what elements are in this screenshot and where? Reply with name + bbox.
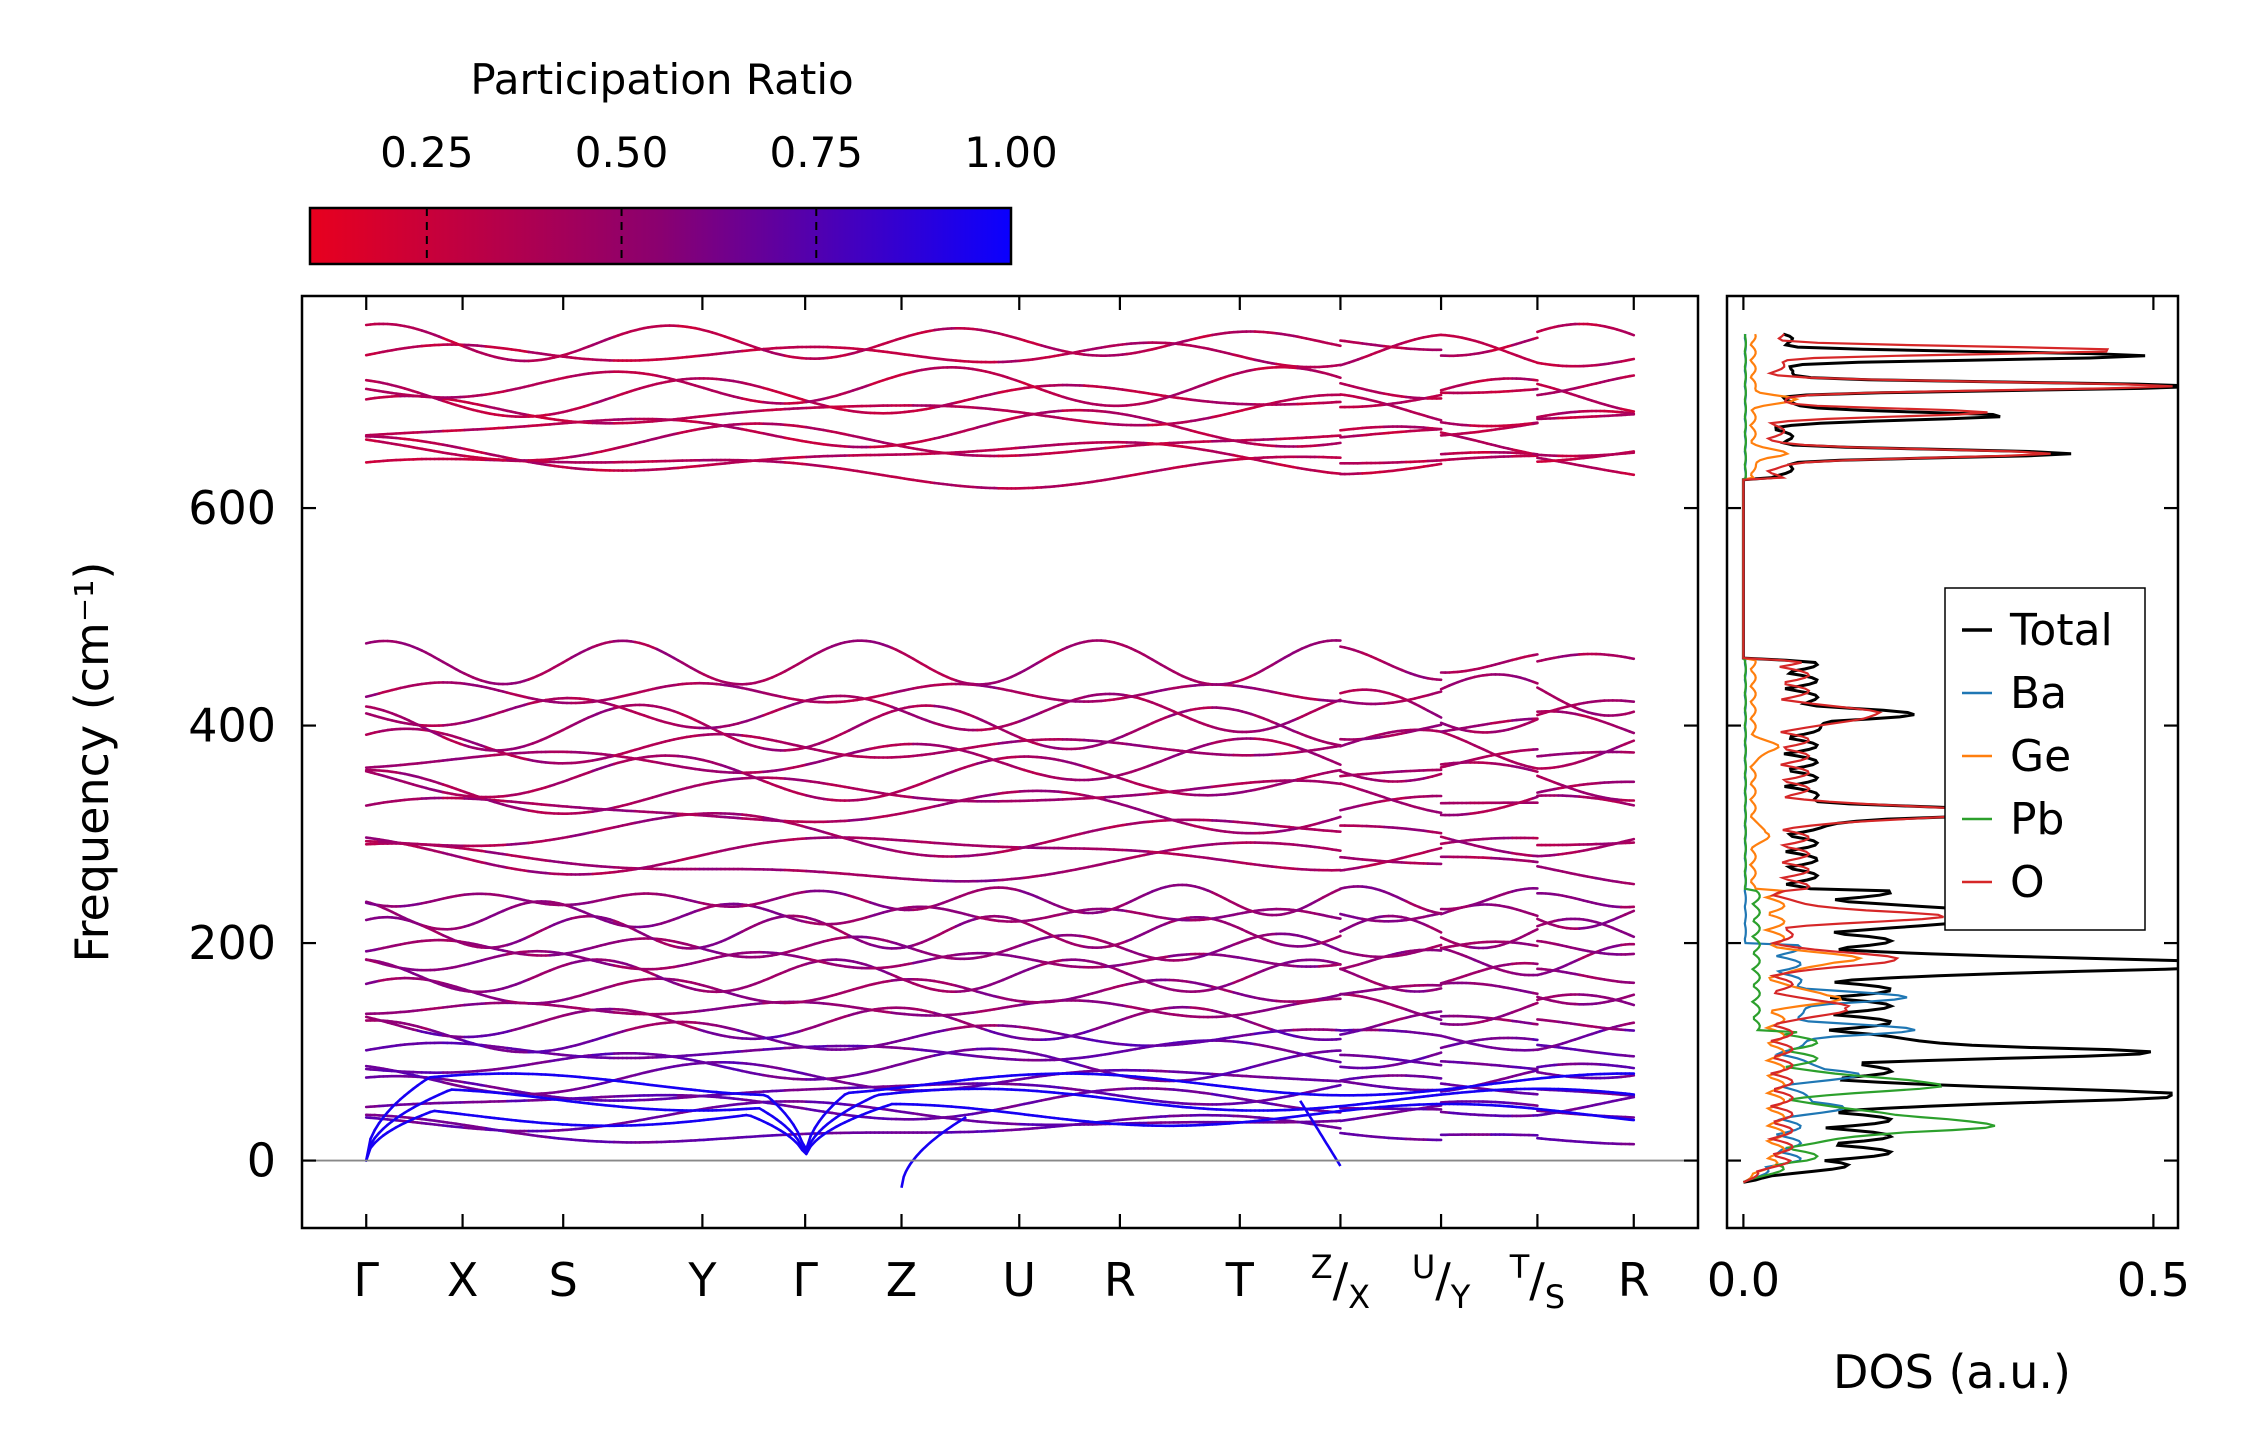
dos-tick-label: 0.0 [1707,1253,1780,1307]
colorbar-tick-labels: 0.25 0.50 0.75 1.00 [380,128,1058,177]
kpoint-label: X [447,1253,479,1307]
dos-series-ge [1742,333,1864,1184]
kpoint-label: Γ [353,1253,379,1307]
kpoint-label: Z/X [1311,1248,1370,1316]
colorbar-tick-label: 0.50 [575,128,669,177]
colorbar-label: Participation Ratio [470,55,853,104]
kpoint-label: Γ [792,1253,818,1307]
soft-mode-branch [1299,1100,1342,1167]
dos-ticks: 0.0 0.5 [1707,296,2190,1307]
colorbar-tick-label: 1.00 [964,128,1058,177]
legend-entry: O [2010,857,2045,908]
dos-lines [1741,332,2178,1184]
dos-series-pb [1742,333,1996,1184]
kpoint-ticks: Γ X S Y Γ Z U R T Z/X U/Y T/S R [353,296,1650,1316]
kpoint-label: R [1104,1253,1136,1307]
kpoint-label: Z [886,1253,918,1307]
kpoint-label: U [1002,1253,1036,1307]
kpoint-label: S [549,1253,578,1307]
dos-legend: Total Ba Ge Pb O [1944,587,2146,931]
band-structure-panel: Γ X S Y Γ Z U R T Z/X U/Y T/S R 0 200 400 600 Frequency… [65,294,2178,1316]
frequency-ticks: 0 200 400 600 [188,481,2178,1188]
frequency-tick-label: 200 [188,916,276,970]
legend-entry: Total [2009,605,2113,656]
legend-entry: Ge [2010,731,2071,782]
legend-entry: Pb [2010,794,2064,845]
kpoint-label: U/Y [1412,1248,1471,1316]
dos-series-o [1742,333,2173,1184]
frequency-tick-label: 0 [247,1134,276,1188]
legend-entry: Ba [2010,668,2067,719]
dos-panel: 0.0 0.5 DOS (a.u.) Total Ba Ge Pb O [1707,294,2190,1399]
dos-axis-label: DOS (a.u.) [1833,1345,2071,1399]
colorbar-ticks [425,208,818,264]
colorbar-tick-label: 0.25 [380,128,474,177]
soft-mode-branch [900,1115,967,1189]
kpoint-label: R [1618,1253,1650,1307]
dos-panel-frame [1725,294,2180,1230]
legend-frame [1944,587,2146,931]
kpoint-label: T/S [1509,1248,1565,1316]
band-lines [364,322,1636,1189]
colorbar [308,206,1013,266]
frequency-axis-label: Frequency (cm⁻¹) [65,562,119,963]
frequency-tick-label: 600 [188,481,276,535]
dos-tick-label: 0.5 [2117,1253,2190,1307]
colorbar-tick-label: 0.75 [770,128,864,177]
band-panel-frame [300,294,1700,1230]
kpoint-label: T [1225,1253,1255,1307]
kpoint-label: Y [687,1253,717,1307]
frequency-tick-label: 400 [188,699,276,753]
